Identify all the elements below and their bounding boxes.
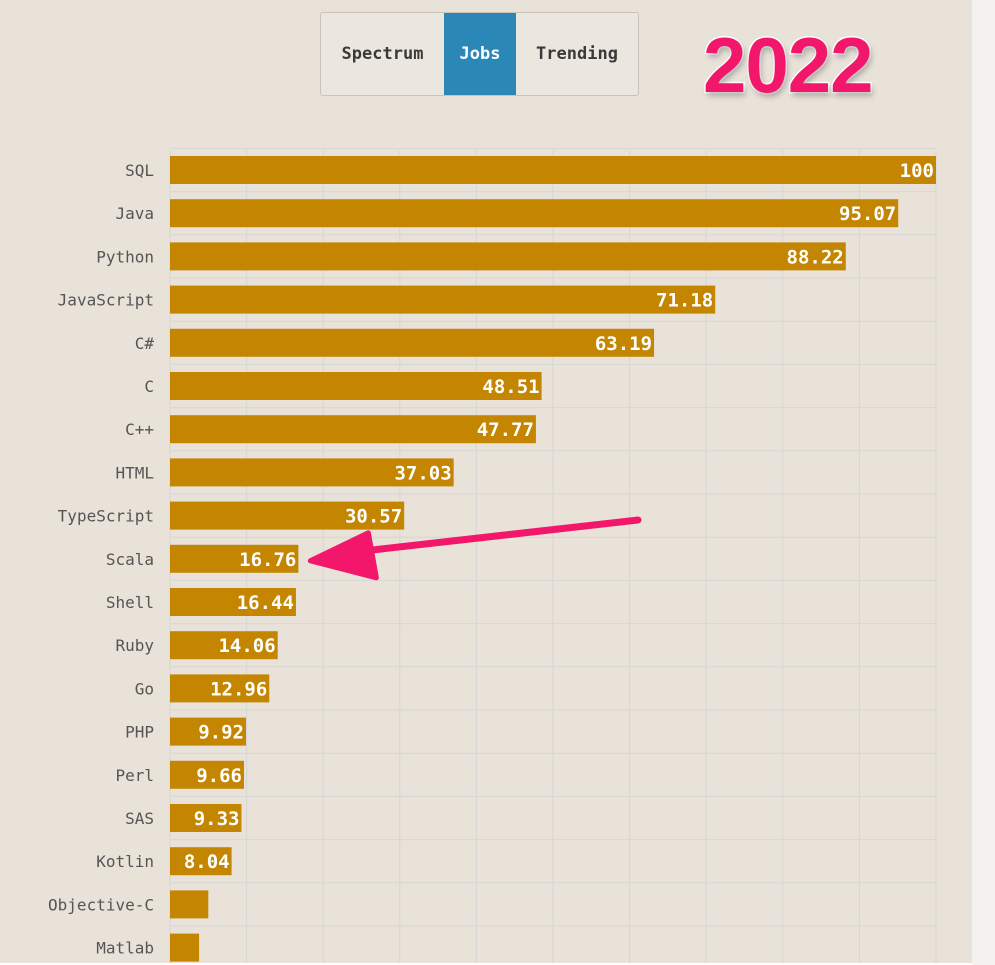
category-label: C [144, 377, 154, 396]
value-label: 37.03 [394, 462, 451, 484]
value-label: 9.66 [196, 765, 242, 787]
category-label: Shell [106, 593, 154, 612]
tab-trending[interactable]: Trending [536, 44, 618, 64]
bar-sql [170, 156, 936, 184]
category-label: Scala [106, 550, 154, 569]
bar-c- [170, 328, 655, 357]
tab-jobs[interactable]: Jobs [444, 13, 516, 95]
value-label: 88.22 [787, 246, 844, 268]
category-label: Python [96, 247, 154, 266]
bar-objective-c [170, 890, 209, 919]
value-label: 9.33 [194, 808, 240, 830]
value-label: 16.76 [239, 549, 296, 571]
category-label: Java [115, 204, 154, 223]
category-label: JavaScript [58, 291, 154, 310]
category-label: Kotlin [96, 852, 154, 871]
view-tab-group: Spectrum Jobs Trending [320, 12, 639, 96]
value-label: 95.07 [839, 203, 896, 225]
value-label: 71.18 [656, 290, 713, 312]
bar-matlab [170, 933, 200, 962]
category-label: SAS [125, 809, 154, 828]
bar-go [170, 674, 270, 703]
category-label: Perl [115, 766, 154, 785]
category-label: Objective-C [48, 895, 154, 914]
bar-shell [170, 588, 296, 616]
bar-kotlin [170, 847, 232, 876]
category-label: C++ [125, 420, 154, 439]
language-jobs-bar-chart: SQL 100 Java 95.07 Python 88.22 JavaScript 71.1… [48, 147, 937, 963]
category-label: Ruby [115, 636, 154, 655]
value-label: 100 [900, 160, 934, 182]
category-label: PHP [125, 723, 154, 742]
tab-spectrum[interactable]: Spectrum [341, 44, 424, 64]
value-label: 48.51 [482, 376, 539, 398]
right-edge-strip [972, 0, 995, 965]
bar-perl [170, 760, 244, 789]
bar-javascript [170, 285, 716, 314]
value-label: 63.19 [595, 333, 652, 355]
annotation-arrow-shaft [361, 516, 642, 555]
year-overlay-label: 2022 [702, 20, 876, 111]
category-label: TypeScript [58, 507, 154, 526]
category-label: C# [135, 334, 155, 353]
bottom-edge-line [0, 963, 972, 965]
category-label: Matlab [96, 939, 154, 958]
value-label: 30.57 [345, 506, 402, 528]
bar-ruby [170, 631, 278, 660]
value-label: 16.44 [237, 592, 294, 614]
bar-sas [170, 804, 242, 832]
value-label: 8.04 [184, 851, 230, 873]
category-label: SQL [125, 161, 154, 180]
value-label: 14.06 [218, 635, 275, 657]
bar-c- [170, 415, 536, 444]
bar-typescript [170, 501, 405, 530]
bar-java [170, 199, 899, 228]
annotation-arrow-head [307, 530, 379, 581]
bar-python [170, 242, 846, 271]
bar-html [170, 458, 454, 487]
category-label: HTML [115, 463, 154, 482]
value-label: 12.96 [210, 678, 267, 700]
value-label: 47.77 [477, 419, 534, 441]
bar-scala [170, 544, 299, 573]
bar-php [170, 717, 246, 746]
category-label: Go [135, 679, 154, 698]
bar-c [170, 372, 542, 400]
value-label: 9.92 [198, 722, 244, 744]
